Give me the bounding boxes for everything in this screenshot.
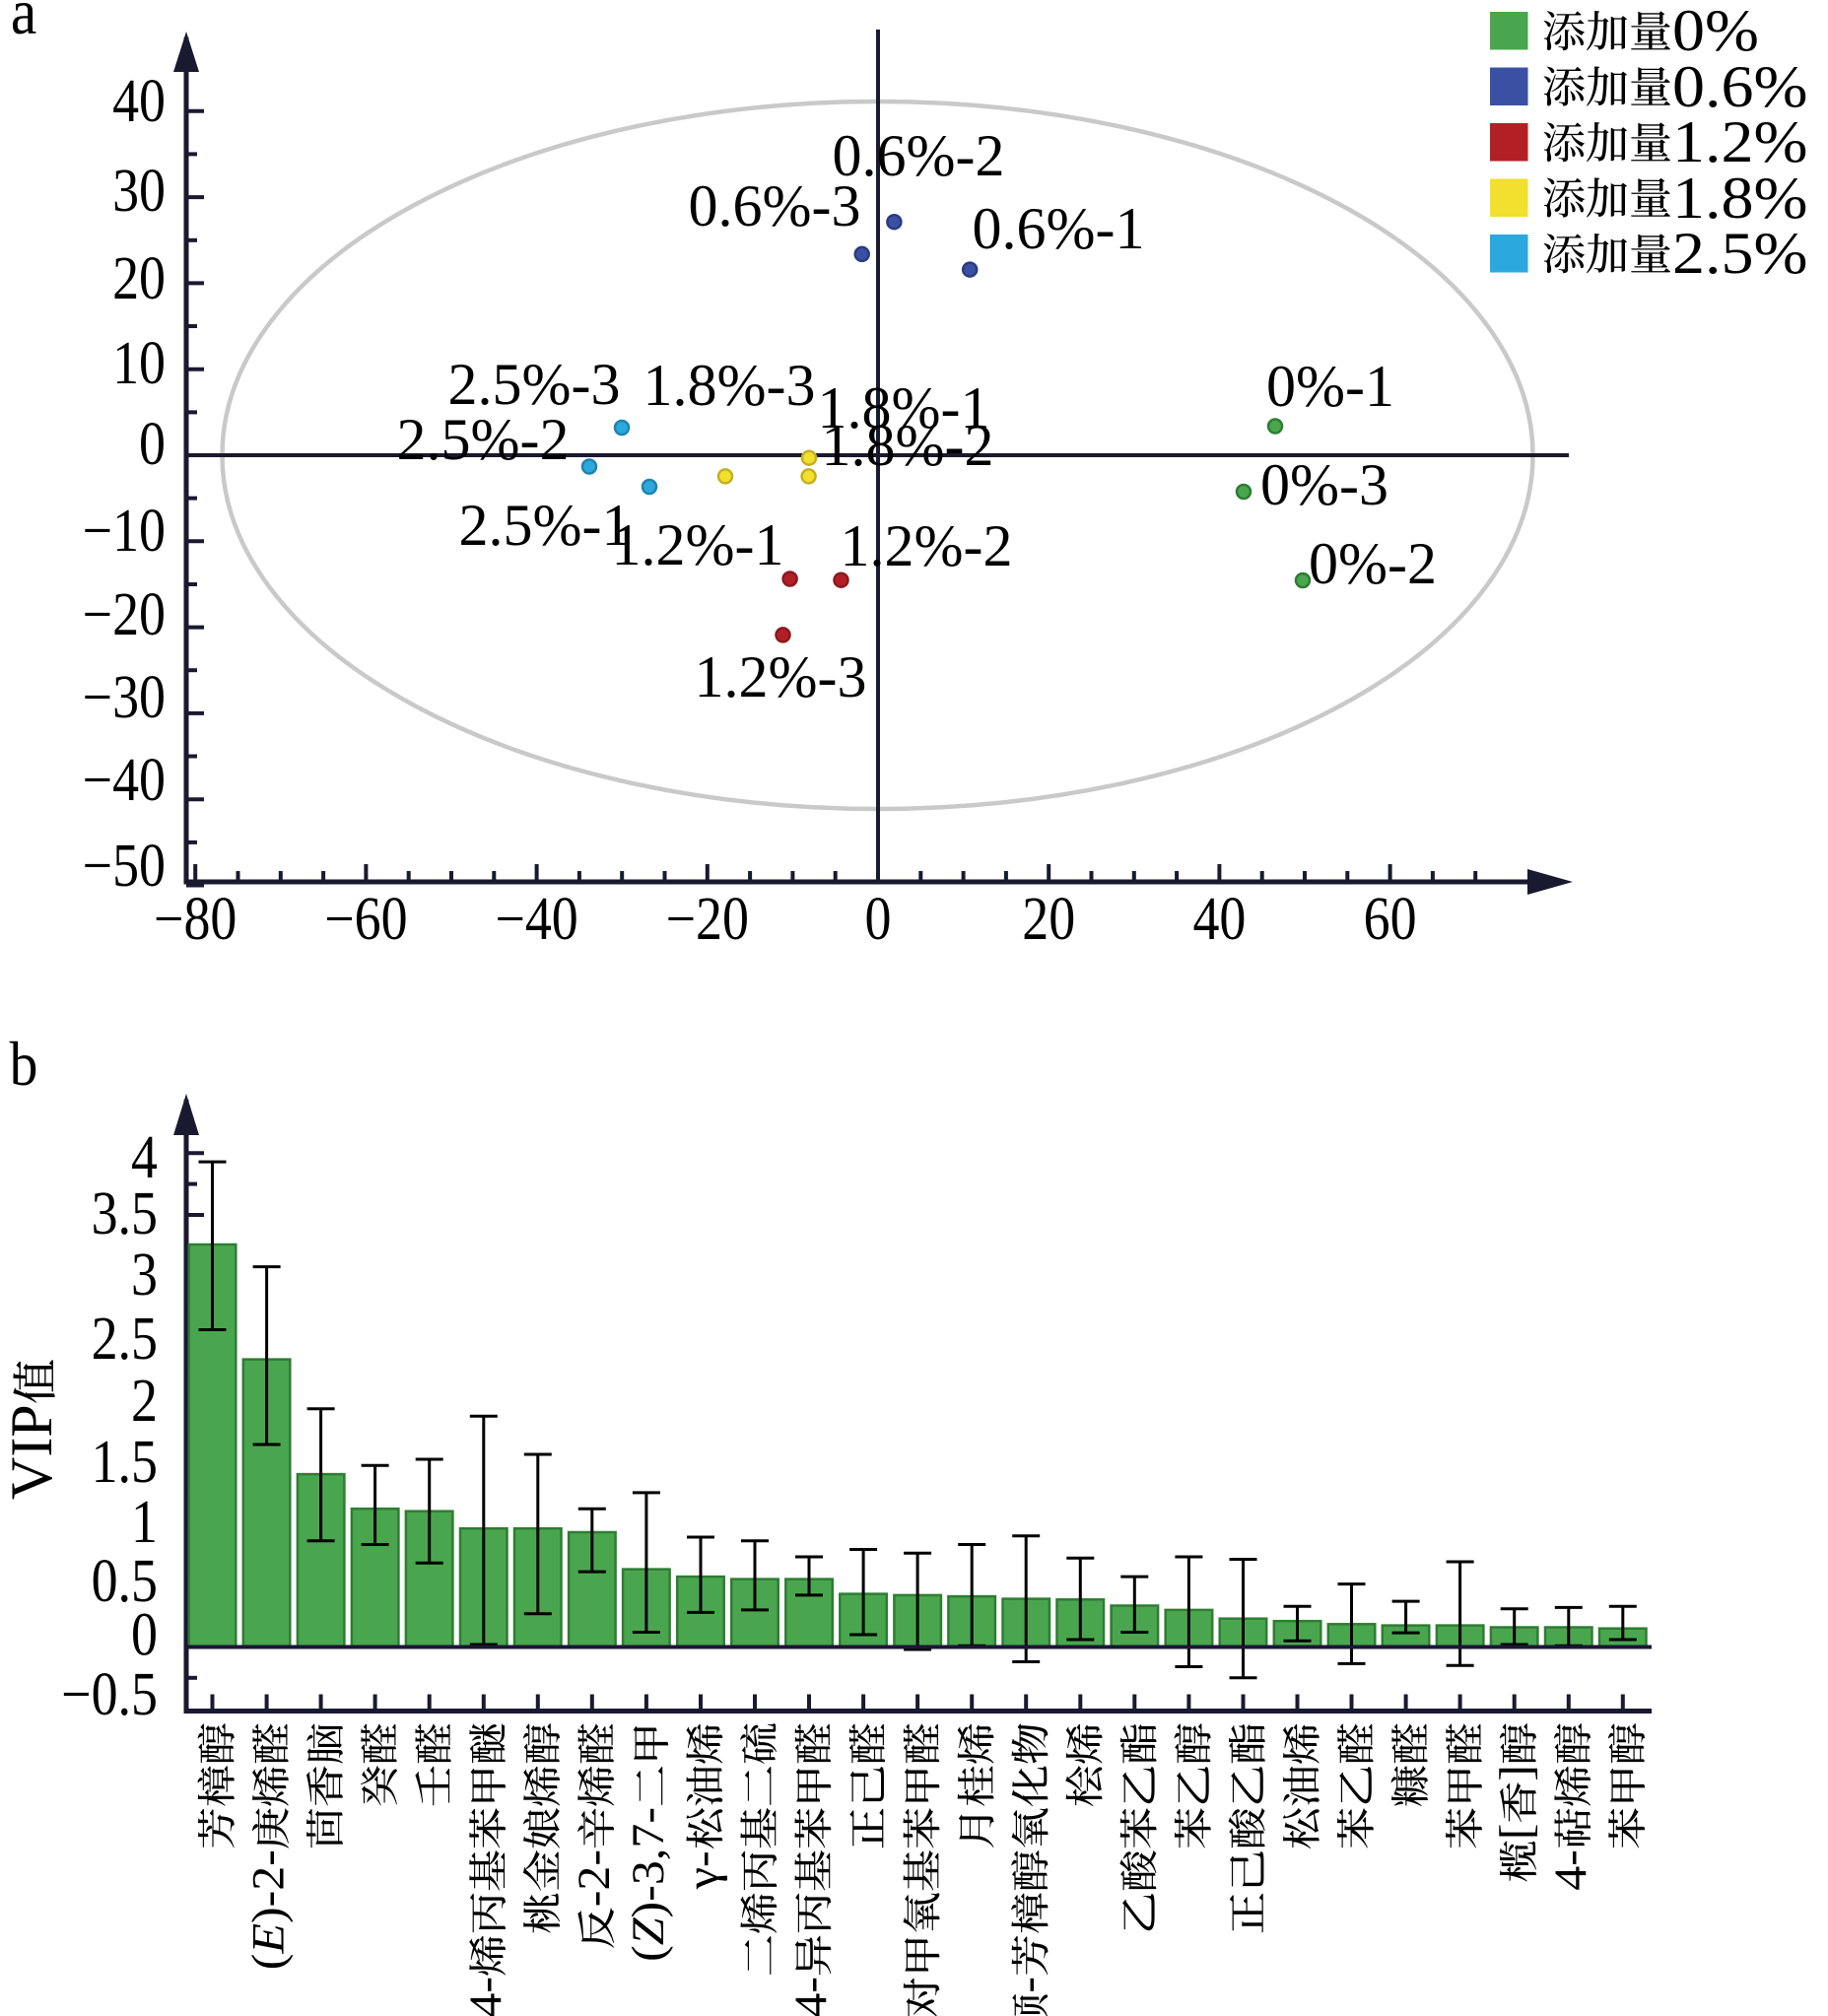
svg-text:1: 1 (131, 1488, 158, 1556)
svg-text:0%: 0% (1672, 0, 1759, 64)
svg-text:−0.5: −0.5 (61, 1660, 158, 1728)
svg-text:0.6%-1: 0.6%-1 (973, 196, 1145, 261)
svg-text:−50: −50 (83, 832, 166, 900)
svg-text:1.8%-2: 1.8%-2 (822, 413, 994, 478)
svg-text:−30: −30 (83, 663, 166, 731)
svg-text:0: 0 (139, 410, 166, 478)
svg-text:4: 4 (131, 1123, 158, 1191)
svg-text:4-: 4- (1545, 1849, 1595, 1891)
svg-text:2.5: 2.5 (92, 1305, 158, 1373)
svg-text:2.5%-3: 2.5%-3 (448, 352, 621, 417)
svg-text:2.5%-1: 2.5%-1 (459, 493, 632, 558)
svg-text:0: 0 (865, 885, 892, 953)
svg-text:2: 2 (131, 1367, 158, 1435)
svg-text:20: 20 (1022, 885, 1075, 953)
svg-text:0.6%-3: 0.6%-3 (689, 173, 861, 238)
svg-text:40: 40 (1192, 885, 1246, 953)
svg-text:0.5: 0.5 (92, 1547, 158, 1615)
svg-text:1.8%-3: 1.8%-3 (643, 353, 816, 418)
svg-text:10: 10 (112, 329, 166, 397)
svg-text:3.5: 3.5 (92, 1179, 158, 1247)
svg-text:0.6%: 0.6% (1672, 54, 1807, 120)
svg-text:(Z)-3,7-: (Z)-3,7- (624, 1807, 674, 1962)
svg-text:3: 3 (131, 1241, 158, 1309)
svg-text:γ-: γ- (678, 1850, 728, 1890)
svg-text:1.2%-1: 1.2%-1 (612, 512, 784, 577)
svg-text:2.5%-2: 2.5%-2 (397, 407, 570, 472)
svg-text:1.2%-3: 1.2%-3 (695, 644, 867, 709)
svg-text:0: 0 (131, 1600, 158, 1668)
svg-text:1.5: 1.5 (92, 1428, 158, 1496)
svg-text:VIP: VIP (0, 1404, 64, 1500)
svg-text:-: - (1003, 1977, 1053, 1993)
svg-text:−80: −80 (154, 885, 237, 953)
svg-text:4-: 4- (460, 1977, 510, 2016)
svg-text:a: a (11, 0, 36, 48)
svg-text:−20: −20 (83, 580, 166, 648)
svg-text:40: 40 (112, 67, 166, 135)
svg-text:60: 60 (1364, 885, 1417, 953)
svg-text:−60: −60 (324, 885, 407, 953)
svg-text:30: 30 (112, 157, 166, 225)
svg-text:b: b (10, 1030, 38, 1099)
svg-text:]: ] (1491, 1765, 1541, 1781)
svg-text:0%-2: 0%-2 (1309, 531, 1437, 596)
svg-text:−40: −40 (495, 885, 577, 953)
svg-text:[: [ (1491, 1824, 1541, 1841)
svg-text:-2-: -2- (569, 1849, 619, 1907)
svg-text:1.2%: 1.2% (1672, 109, 1807, 175)
svg-text:−20: −20 (666, 885, 749, 953)
svg-text:1.8%-1: 1.8%-1 (818, 375, 990, 440)
svg-text:0.6%-2: 0.6%-2 (833, 123, 1005, 188)
svg-text:20: 20 (112, 244, 166, 312)
svg-text:1.2%-2: 1.2%-2 (841, 513, 1013, 578)
svg-text:1.8%: 1.8% (1672, 166, 1807, 232)
svg-text:−10: −10 (83, 497, 166, 565)
svg-text:0%-3: 0%-3 (1260, 452, 1388, 517)
svg-text:(E)-2-: (E)-2- (243, 1849, 294, 1970)
svg-text:4-: 4- (786, 1977, 837, 2016)
svg-text:0%-1: 0%-1 (1266, 354, 1394, 419)
svg-text:2.5%: 2.5% (1672, 221, 1807, 287)
svg-text:−40: −40 (83, 746, 166, 814)
